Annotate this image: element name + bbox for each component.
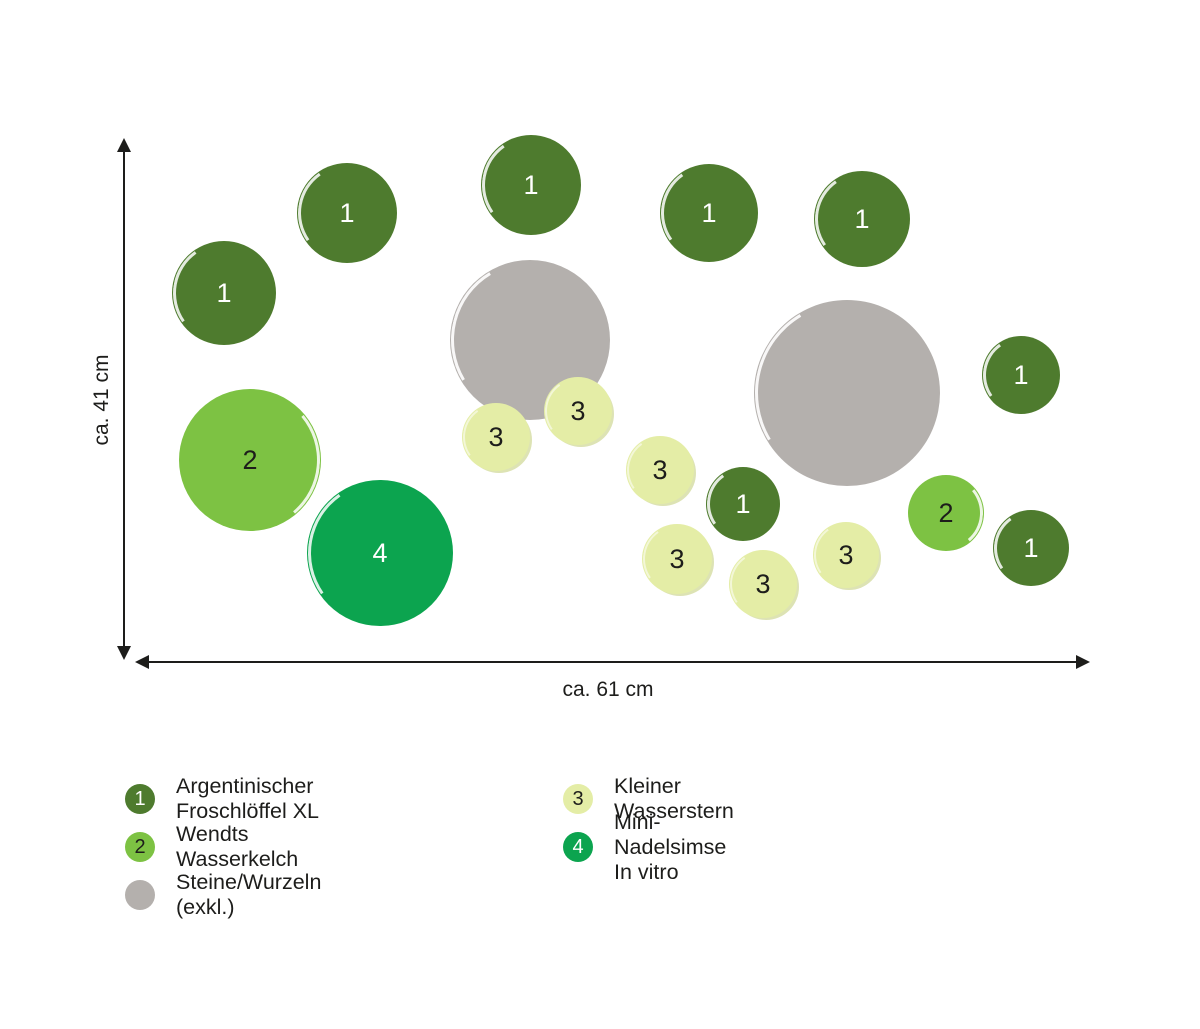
arrow-right-icon — [1076, 655, 1090, 669]
height-dimension-label: ca. 41 cm — [90, 354, 113, 446]
circle-number: 1 — [339, 197, 355, 228]
circle-number: 1 — [735, 488, 751, 519]
plant1-circle: 1 — [982, 336, 1060, 414]
plant3-circle: 3 — [729, 550, 797, 618]
plant1-legend-swatch: 1 — [125, 784, 155, 814]
stone-circle — [754, 300, 940, 486]
plant3-circle: 3 — [642, 524, 712, 594]
plant2-circle: 2 — [908, 475, 984, 551]
legend-column-left: 1 Argentinischer Froschlöffel XL 2 Wendt… — [125, 774, 321, 928]
width-dimension-label: ca. 61 cm — [562, 678, 654, 701]
plant2-circle: 2 — [179, 389, 321, 531]
legend-label: Kleiner Wasserstern — [614, 774, 734, 823]
circle-number: 1 — [216, 277, 232, 308]
circle-number: 3 — [488, 421, 504, 452]
plant1-circle: 1 — [481, 135, 581, 235]
legend-column-right: 3 Kleiner Wasserstern 4 Mini-Nadelsimse … — [563, 774, 734, 884]
plant4-circle: 4 — [307, 480, 453, 626]
legend-item-stone: Steine/Wurzeln (exkl.) — [125, 870, 321, 919]
legend-label: Wendts Wasserkelch — [176, 822, 299, 871]
plant1-circle: 1 — [993, 510, 1069, 586]
arrow-up-icon — [117, 138, 131, 152]
legend-item-plant4: 4 Mini-Nadelsimse In vitro — [563, 810, 734, 884]
plant1-circle: 1 — [172, 241, 276, 345]
plant1-circle: 1 — [297, 163, 397, 263]
plant3-circle: 3 — [544, 377, 612, 445]
circle-number: 3 — [669, 543, 685, 574]
legend-badge: 2 — [134, 836, 146, 858]
legend-badge: 1 — [134, 788, 146, 810]
legend-badge: 3 — [572, 788, 584, 810]
stone-legend-swatch — [125, 880, 155, 910]
plant3-circle: 3 — [626, 436, 694, 504]
plant1-circle: 1 — [706, 467, 780, 541]
circle-number: 1 — [1013, 359, 1029, 390]
circle-number: 2 — [242, 444, 258, 475]
legend-badge: 4 — [572, 836, 584, 858]
circle-number: 3 — [755, 568, 771, 599]
arrow-left-icon — [135, 655, 149, 669]
plant3-legend-swatch: 3 — [563, 784, 593, 814]
circle-number: 1 — [1023, 532, 1039, 563]
circle-number: 1 — [701, 197, 717, 228]
circle-number: 3 — [838, 539, 854, 570]
legend-item-plant3: 3 Kleiner Wasserstern — [563, 774, 734, 823]
height-arrow-line — [123, 150, 125, 648]
circle-number: 1 — [523, 169, 539, 200]
circle-number: 1 — [854, 203, 870, 234]
plant2-legend-swatch: 2 — [125, 832, 155, 862]
legend-label: Mini-Nadelsimse In vitro — [614, 809, 727, 884]
circle-number: 2 — [938, 497, 954, 528]
plant1-circle: 1 — [660, 164, 758, 262]
legend-label: Steine/Wurzeln (exkl.) — [176, 870, 322, 919]
plant3-circle: 3 — [462, 403, 530, 471]
circle-number: 4 — [372, 537, 388, 568]
arrow-down-icon — [117, 646, 131, 660]
legend-item-plant2: 2 Wendts Wasserkelch — [125, 822, 321, 871]
width-arrow-line — [149, 661, 1077, 663]
plant4-legend-swatch: 4 — [563, 832, 593, 862]
plant1-circle: 1 — [814, 171, 910, 267]
circle-number: 3 — [570, 395, 586, 426]
legend-item-plant1: 1 Argentinischer Froschlöffel XL — [125, 774, 321, 823]
legend-label: Argentinischer Froschlöffel XL — [176, 774, 320, 823]
plant3-circle: 3 — [813, 522, 879, 588]
circle-number: 3 — [652, 454, 668, 485]
